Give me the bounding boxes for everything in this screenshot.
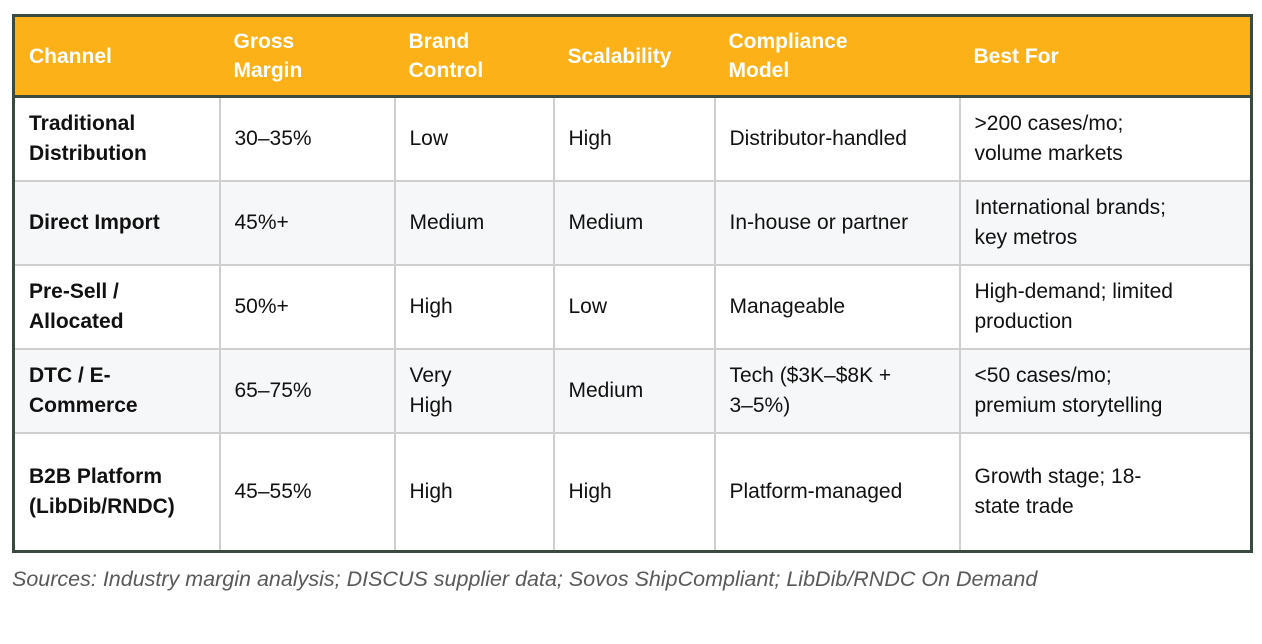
cell-best-for: High-demand; limited production — [958, 263, 1253, 350]
cell-text: 45–55% — [234, 479, 312, 503]
cell-compliance-model: Platform-managed — [713, 431, 961, 553]
table-row-b2b-platform: B2B Platform (LibDib/RNDC) 45–55% High H… — [12, 431, 1253, 553]
cell-gross-margin: 30–35% — [218, 95, 396, 182]
cell-text: DTC / E-Commerce — [29, 363, 138, 417]
channel-comparison-table: Channel Gross Margin Brand Control Scala… — [12, 14, 1253, 553]
table-body: Traditional Distribution 30–35% Low High… — [12, 95, 1253, 553]
cell-text: Traditional Distribution — [29, 111, 147, 165]
cell-text: International brands; key metros — [974, 195, 1166, 249]
cell-text: Medium — [409, 210, 485, 234]
cell-brand-control: Medium — [393, 179, 555, 266]
cell-text: In-house or partner — [729, 210, 909, 234]
cell-scalability: High — [552, 431, 716, 553]
cell-text: 65–75% — [234, 378, 312, 402]
cell-text: Growth stage; 18-state trade — [974, 464, 1142, 518]
table-row-dtc-ecommerce: DTC / E-Commerce 65–75% Very High Medium… — [12, 347, 1253, 434]
cell-scalability: Medium — [552, 347, 716, 434]
cell-text: Direct Import — [29, 210, 160, 234]
cell-text: Very High — [409, 363, 453, 417]
cell-text: B2B Platform (LibDib/RNDC) — [29, 464, 175, 518]
cell-channel: Direct Import — [12, 179, 221, 266]
cell-compliance-model: In-house or partner — [713, 179, 961, 266]
page: Channel Gross Margin Brand Control Scala… — [12, 14, 1253, 591]
cell-text: Medium — [568, 210, 644, 234]
cell-gross-margin: 45%+ — [218, 179, 396, 266]
cell-text: Platform-managed — [729, 479, 903, 503]
header-cell-compliance-model: Compliance Model — [714, 15, 960, 98]
header-label-channel: Channel — [29, 44, 112, 68]
table-row-direct-import: Direct Import 45%+ Medium Medium In-hous… — [12, 179, 1253, 266]
cell-text: Tech ($3K–$8K + 3–5%) — [729, 363, 892, 417]
table-row-pre-sell-allocated: Pre-Sell / Allocated 50%+ High Low Manag… — [12, 263, 1253, 350]
cell-text: Manageable — [729, 294, 846, 318]
cell-channel: Pre-Sell / Allocated — [12, 263, 221, 350]
cell-best-for: International brands; key metros — [958, 179, 1253, 266]
cell-channel: Traditional Distribution — [12, 95, 221, 182]
cell-text: Low — [568, 294, 608, 318]
header-cell-gross-margin: Gross Margin — [219, 15, 395, 98]
cell-brand-control: Low — [393, 95, 555, 182]
cell-scalability: Medium — [552, 179, 716, 266]
cell-scalability: High — [552, 95, 716, 182]
cell-compliance-model: Tech ($3K–$8K + 3–5%) — [713, 347, 961, 434]
sources-caption: Sources: Industry margin analysis; DISCU… — [12, 567, 1038, 591]
cell-best-for: Growth stage; 18-state trade — [958, 431, 1253, 553]
header-cell-channel: Channel — [13, 15, 220, 98]
cell-text: Low — [409, 126, 449, 150]
cell-text: High — [409, 294, 453, 318]
header-label-best-for: Best For — [973, 44, 1059, 68]
header-cell-scalability: Scalability — [553, 15, 715, 98]
cell-text: Medium — [568, 378, 644, 402]
header-label-gross-margin: Gross Margin — [233, 30, 303, 82]
cell-text: >200 cases/mo; volume markets — [974, 111, 1124, 165]
cell-text: High-demand; limited production — [974, 279, 1173, 333]
cell-text: Distributor-handled — [729, 126, 907, 150]
header-row: Channel Gross Margin Brand Control Scala… — [13, 15, 1252, 98]
cell-text: 50%+ — [234, 294, 289, 318]
cell-text: Pre-Sell / Allocated — [29, 279, 124, 333]
cell-text: High — [568, 479, 612, 503]
table-header: Channel Gross Margin Brand Control Scala… — [13, 15, 1252, 98]
cell-best-for: <50 cases/mo; premium storytelling — [958, 347, 1253, 434]
cell-text: High — [409, 479, 453, 503]
cell-compliance-model: Distributor-handled — [713, 95, 961, 182]
cell-text: 30–35% — [234, 126, 312, 150]
header-label-scalability: Scalability — [567, 44, 672, 68]
cell-compliance-model: Manageable — [713, 263, 961, 350]
cell-gross-margin: 45–55% — [218, 431, 396, 553]
cell-scalability: Low — [552, 263, 716, 350]
cell-brand-control: Very High — [393, 347, 555, 434]
header-label-brand-control: Brand Control — [408, 30, 484, 82]
table-row-traditional-distribution: Traditional Distribution 30–35% Low High… — [12, 95, 1253, 182]
cell-brand-control: High — [393, 263, 555, 350]
header-cell-best-for: Best For — [959, 15, 1252, 98]
cell-text: <50 cases/mo; premium storytelling — [974, 363, 1163, 417]
cell-best-for: >200 cases/mo; volume markets — [958, 95, 1253, 182]
cell-text: High — [568, 126, 612, 150]
header-label-compliance-model: Compliance Model — [728, 30, 848, 82]
cell-text: 45%+ — [234, 210, 289, 234]
header-cell-brand-control: Brand Control — [394, 15, 554, 98]
cell-channel: DTC / E-Commerce — [12, 347, 221, 434]
cell-gross-margin: 65–75% — [218, 347, 396, 434]
cell-channel: B2B Platform (LibDib/RNDC) — [12, 431, 221, 553]
cell-gross-margin: 50%+ — [218, 263, 396, 350]
cell-brand-control: High — [393, 431, 555, 553]
